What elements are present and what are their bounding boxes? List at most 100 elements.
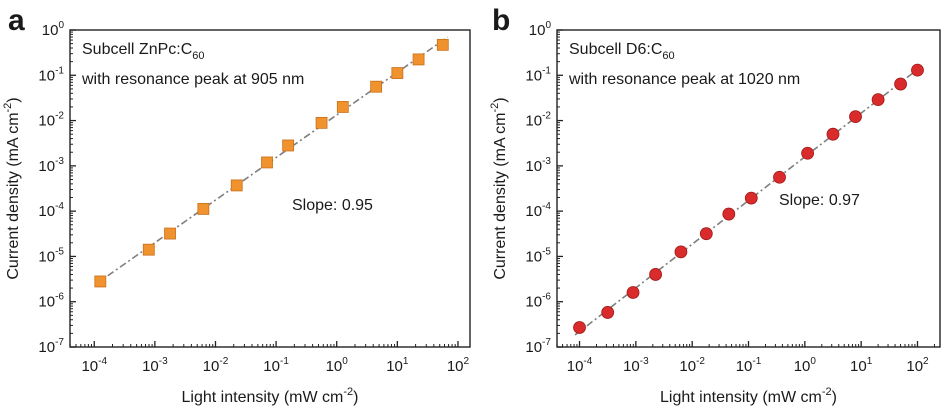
- y-tick-label: 10-5: [38, 246, 64, 265]
- subcell-label-text: Subcell D6:C: [569, 41, 662, 58]
- data-point-circle: [894, 77, 907, 91]
- subcell-label-sub: 60: [662, 50, 674, 62]
- x-axis-title-text: Light intensity (mW cm: [182, 389, 344, 406]
- data-point-circle: [626, 286, 640, 299]
- data-point-circle: [801, 146, 815, 160]
- data-point-circle: [849, 110, 862, 124]
- y-tick-base: 10: [38, 339, 55, 356]
- data-point-circle: [744, 191, 758, 205]
- x-tick-label: 102: [906, 356, 929, 375]
- x-tick-label: 10-1: [263, 356, 289, 375]
- data-point-circle: [674, 245, 688, 259]
- subcell-label: Subcell ZnPc:C60: [82, 41, 205, 62]
- y-tick-exponent: -2: [55, 111, 64, 122]
- y-tick-label: 10-3: [38, 156, 64, 175]
- y-tick-exponent: -7: [55, 337, 64, 348]
- y-tick-label: 10-3: [525, 156, 551, 175]
- x-tick-base: 10: [447, 358, 464, 375]
- data-point-square: [436, 38, 449, 51]
- y-tick-base: 10: [42, 22, 59, 39]
- y-tick-exponent: -5: [55, 246, 64, 257]
- x-axis-title: Light intensity (mW cm-2): [182, 386, 359, 406]
- x-tick-exponent: 0: [810, 356, 816, 367]
- x-tick-base: 10: [386, 358, 403, 375]
- y-tick-base: 10: [38, 294, 55, 311]
- data-point-square: [261, 156, 273, 169]
- panel-letter: a: [8, 4, 25, 37]
- y-tick-label: 10-7: [525, 337, 551, 356]
- data-point-square: [197, 203, 210, 215]
- x-tick-base: 10: [263, 358, 280, 375]
- y-tick-exponent: -4: [542, 201, 551, 212]
- data-point-square: [230, 179, 243, 192]
- y-tick-label: 10-2: [38, 111, 64, 130]
- data-point-circle: [601, 306, 615, 319]
- data-point-circle: [773, 170, 786, 184]
- y-tick-label: 10-6: [38, 292, 64, 311]
- y-tick-exponent: -3: [55, 156, 64, 167]
- y-tick-base: 10: [38, 113, 55, 130]
- y-tick-base: 10: [38, 67, 55, 84]
- slope-label: Slope: 0.97: [779, 192, 860, 209]
- y-tick-label: 10-7: [38, 337, 64, 356]
- y-tick-exponent: -1: [55, 65, 64, 76]
- x-tick-base: 10: [679, 358, 696, 375]
- y-tick-exponent: -6: [55, 292, 64, 303]
- y-tick-label: 100: [42, 20, 65, 39]
- x-tick-base: 10: [203, 358, 220, 375]
- x-tick-base: 10: [850, 358, 867, 375]
- y-tick-base: 10: [38, 248, 55, 265]
- data-point-circle: [911, 63, 924, 77]
- data-point-circle: [871, 93, 885, 107]
- panel-b: b10-4 10-3 10-2 10-1 100 101 10210010-110-210-…: [489, 4, 941, 406]
- resonance-label: with resonance peak at 1020 nm: [568, 71, 800, 88]
- data-point-square: [164, 227, 176, 240]
- data-point-square: [336, 101, 349, 113]
- y-tick-label: 100: [529, 20, 552, 39]
- y-axis-title: Current density (mA cm-2): [489, 97, 509, 279]
- x-tick-label: 10-3: [623, 356, 649, 375]
- x-tick-exponent: -1: [752, 356, 761, 367]
- x-tick-base: 10: [736, 358, 753, 375]
- y-tick-exponent: -1: [542, 65, 551, 76]
- subcell-label-text: Subcell ZnPc:C: [82, 41, 192, 58]
- x-tick-label: 10-3: [142, 356, 168, 375]
- y-tick-label: 10-1: [38, 65, 64, 84]
- x-tick-exponent: -2: [219, 356, 228, 367]
- minor-ticks: [69, 31, 456, 347]
- x-tick-base: 10: [326, 358, 343, 375]
- subcell-label-sub: 60: [192, 50, 204, 62]
- y-tick-base: 10: [525, 113, 542, 130]
- data-point-circle: [826, 127, 840, 141]
- x-axis-title-close: ): [832, 389, 837, 406]
- y-tick-base: 10: [525, 339, 542, 356]
- x-tick-exponent: -4: [98, 356, 107, 367]
- data-point-square: [370, 80, 383, 93]
- y-tick-base: 10: [525, 158, 542, 175]
- slope-label: Slope: 0.95: [292, 197, 373, 214]
- panel-letter: b: [492, 4, 510, 37]
- y-axis-title-text: Current density (mA cm: [492, 112, 509, 279]
- x-tick-base: 10: [623, 358, 640, 375]
- x-tick-base: 10: [81, 358, 98, 375]
- data-point-circle: [699, 227, 713, 241]
- y-axis-title-sup: -2: [2, 103, 14, 113]
- data-point-square: [412, 53, 425, 66]
- x-axis-title: Light intensity (mW cm-2): [660, 386, 837, 406]
- x-tick-base: 10: [794, 358, 811, 375]
- x-tick-exponent: 1: [867, 356, 873, 367]
- x-tick-exponent: -1: [280, 356, 289, 367]
- x-tick-exponent: -2: [696, 356, 705, 367]
- x-tick-label: 100: [326, 356, 349, 375]
- y-tick-label: 10-4: [525, 201, 551, 220]
- x-tick-label: 101: [386, 356, 409, 375]
- data-point-circle: [722, 207, 736, 221]
- x-axis-title-sup: -2: [343, 386, 353, 398]
- y-tick-label: 10-1: [525, 65, 551, 84]
- x-tick-exponent: 1: [403, 356, 409, 367]
- y-tick-exponent: -7: [542, 337, 551, 348]
- data-point-circle: [573, 321, 586, 334]
- minor-ticks: [556, 31, 935, 347]
- x-tick-exponent: -3: [640, 356, 649, 367]
